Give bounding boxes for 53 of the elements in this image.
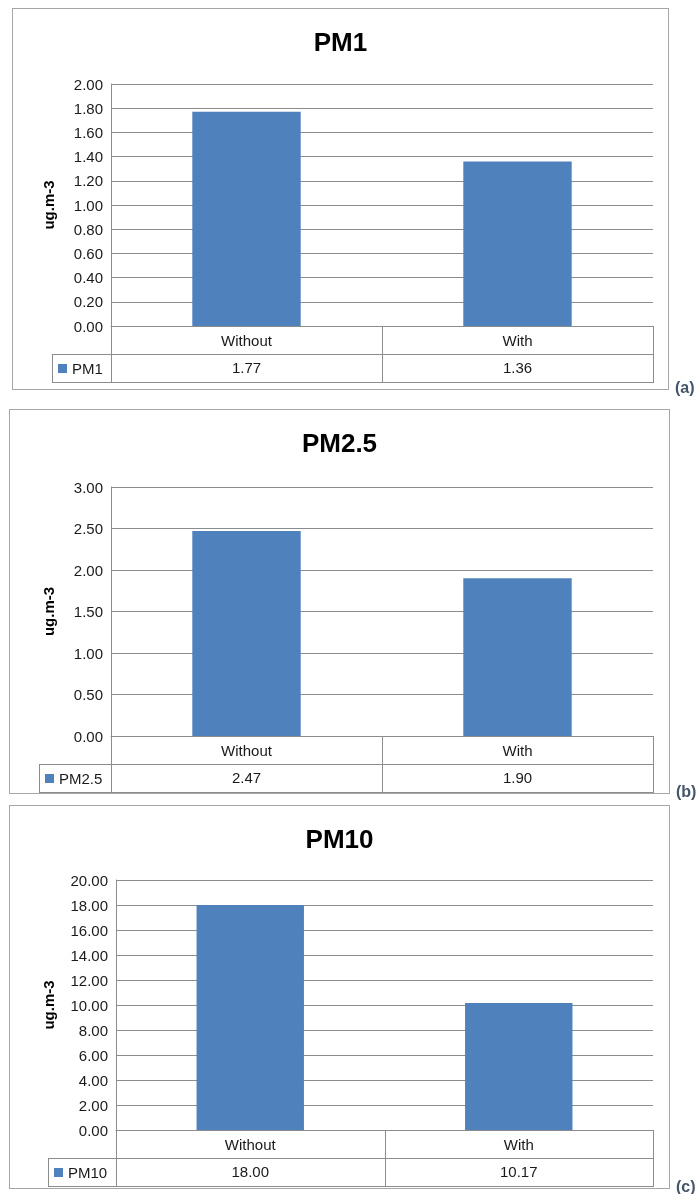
- y-tick-label: 1.40: [73, 148, 103, 166]
- y-tick-label: 18.00: [70, 896, 108, 914]
- chart-title: PM2.5: [301, 428, 378, 458]
- x-tick-label: Without: [221, 332, 273, 349]
- y-tick-label: 1.80: [73, 99, 103, 117]
- y-tick-label: 0.80: [73, 220, 103, 238]
- y-tick-label: 0.40: [73, 269, 103, 287]
- y-tick-label: 10.00: [70, 996, 108, 1014]
- y-tick-label: 14.00: [70, 946, 108, 964]
- y-tick-label: 0.50: [73, 686, 103, 703]
- chart-title: PM1: [313, 27, 368, 57]
- x-tick-label: Without: [224, 1136, 277, 1153]
- data-label: 2.47: [231, 769, 262, 786]
- y-tick-label: 0.00: [78, 1121, 108, 1139]
- text: (c): [676, 1177, 696, 1194]
- data-label: 1.36: [502, 359, 533, 376]
- y-tick-label: 8.00: [78, 1021, 108, 1039]
- y-tick-label: 20.00: [70, 871, 108, 889]
- y-tick-label: 0.60: [73, 244, 103, 262]
- y-tick-label: 2.00: [73, 75, 103, 93]
- chart-title: PM10: [305, 824, 374, 854]
- y-tick-label: 1.00: [73, 644, 103, 662]
- y-tick-label: 1.00: [73, 196, 103, 214]
- y-tick-label: 2.00: [78, 1096, 108, 1114]
- y-tick-label: 0.20: [73, 293, 103, 311]
- y-tick-label: 2.50: [73, 520, 103, 537]
- y-tick-label: 1.60: [73, 123, 103, 141]
- text: (a): [675, 378, 695, 396]
- x-tick-label: With: [502, 332, 533, 349]
- text: (b): [676, 782, 697, 800]
- data-label: 10.17: [499, 1163, 538, 1180]
- data-label: 18.00: [231, 1163, 270, 1180]
- y-tick-label: 2.00: [73, 561, 103, 579]
- y-axis-title: ug.m-3: [40, 980, 57, 1030]
- y-tick-label: 6.00: [78, 1046, 108, 1064]
- legend-label: PM10: [68, 1164, 108, 1181]
- data-label: 1.90: [502, 769, 533, 786]
- x-tick-label: With: [502, 742, 533, 759]
- y-tick-label: 0.00: [73, 727, 103, 745]
- y-tick-label: 0.00: [73, 317, 103, 335]
- x-tick-label: With: [503, 1136, 534, 1153]
- y-tick-label: 4.00: [78, 1071, 108, 1089]
- y-tick-label: 1.50: [73, 603, 103, 620]
- legend-label: PM1: [72, 360, 103, 377]
- y-axis-title: ug.m-3: [40, 586, 57, 637]
- y-axis-title: ug.m-3: [40, 180, 57, 230]
- y-tick-label: 3.00: [73, 478, 103, 496]
- y-tick-label: 1.20: [73, 172, 103, 190]
- y-tick-label: 16.00: [70, 921, 108, 939]
- x-tick-label: Without: [221, 742, 273, 759]
- y-tick-label: 12.00: [70, 971, 108, 989]
- legend-label: PM2.5: [59, 770, 103, 787]
- data-label: 1.77: [231, 359, 262, 376]
